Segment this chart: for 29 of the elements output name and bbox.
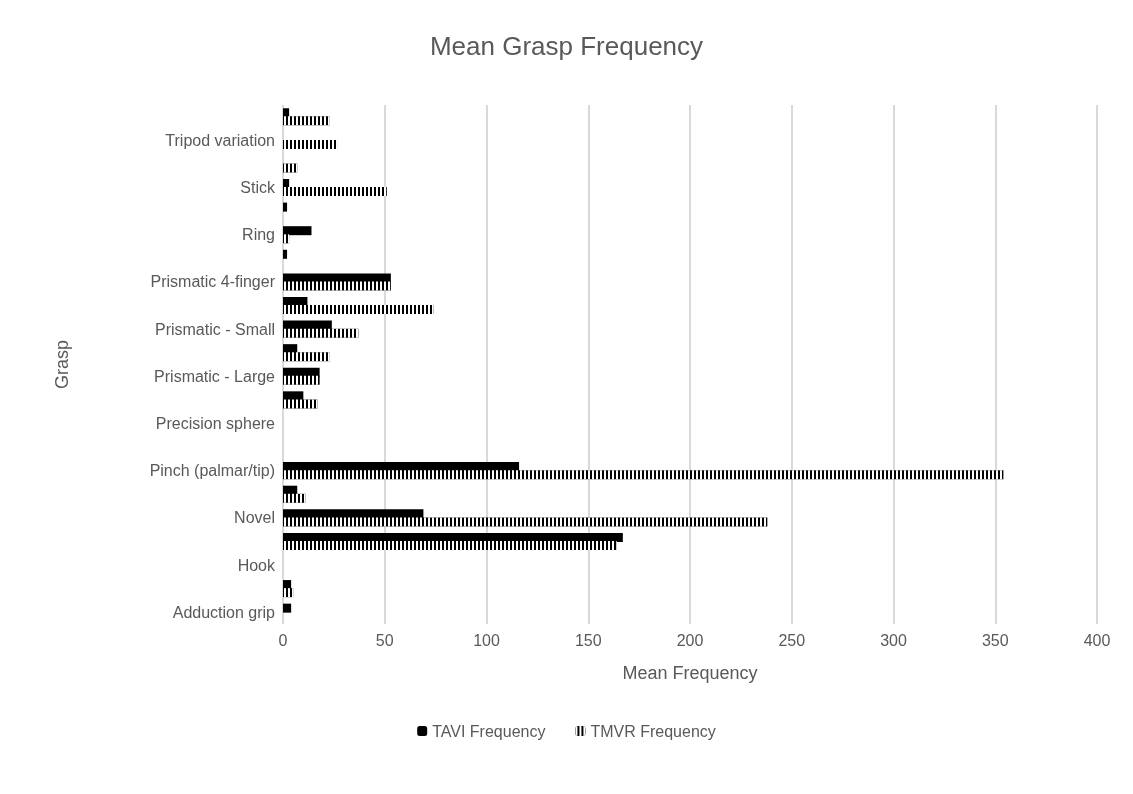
bar — [283, 202, 288, 212]
y-tick-label: Ring — [242, 226, 275, 244]
y-tick-label: Tripod variation — [165, 131, 275, 149]
y-tick-label: Adduction grip — [172, 603, 276, 621]
bar — [283, 226, 312, 236]
y-tick-label: Prismatic - Small — [154, 320, 275, 338]
x-tick-label: 400 — [1083, 631, 1111, 649]
x-tick-label: 50 — [375, 631, 394, 649]
y-tick-label: Pinch (palmar/tip) — [149, 462, 275, 480]
legend-label: TAVI Frequency — [432, 722, 546, 740]
x-tick-label: 250 — [778, 631, 806, 649]
x-tick-label: 200 — [676, 631, 704, 649]
bar — [283, 249, 288, 259]
y-tick-label: Novel — [234, 509, 275, 527]
y-tick-label: Stick — [240, 179, 276, 197]
x-tick-label: 100 — [473, 631, 500, 649]
x-axis-title: Mean Frequency — [622, 663, 758, 683]
y-tick-label: Prismatic - Large — [154, 367, 276, 385]
chart-title: Mean Grasp Frequency — [429, 31, 704, 61]
y-tick-label: Hook — [237, 556, 276, 574]
x-tick-label: 300 — [880, 631, 907, 649]
x-tick-label: 0 — [278, 631, 288, 649]
y-tick-label: Prismatic 4-finger — [150, 273, 276, 291]
legend-label: TMVR Frequency — [590, 722, 716, 740]
x-tick-label: 350 — [981, 631, 1009, 649]
x-tick-label: 150 — [574, 631, 602, 649]
bar — [283, 603, 292, 613]
y-tick-label: Precision sphere — [155, 414, 276, 432]
y-axis-title: Grasp — [52, 339, 72, 390]
